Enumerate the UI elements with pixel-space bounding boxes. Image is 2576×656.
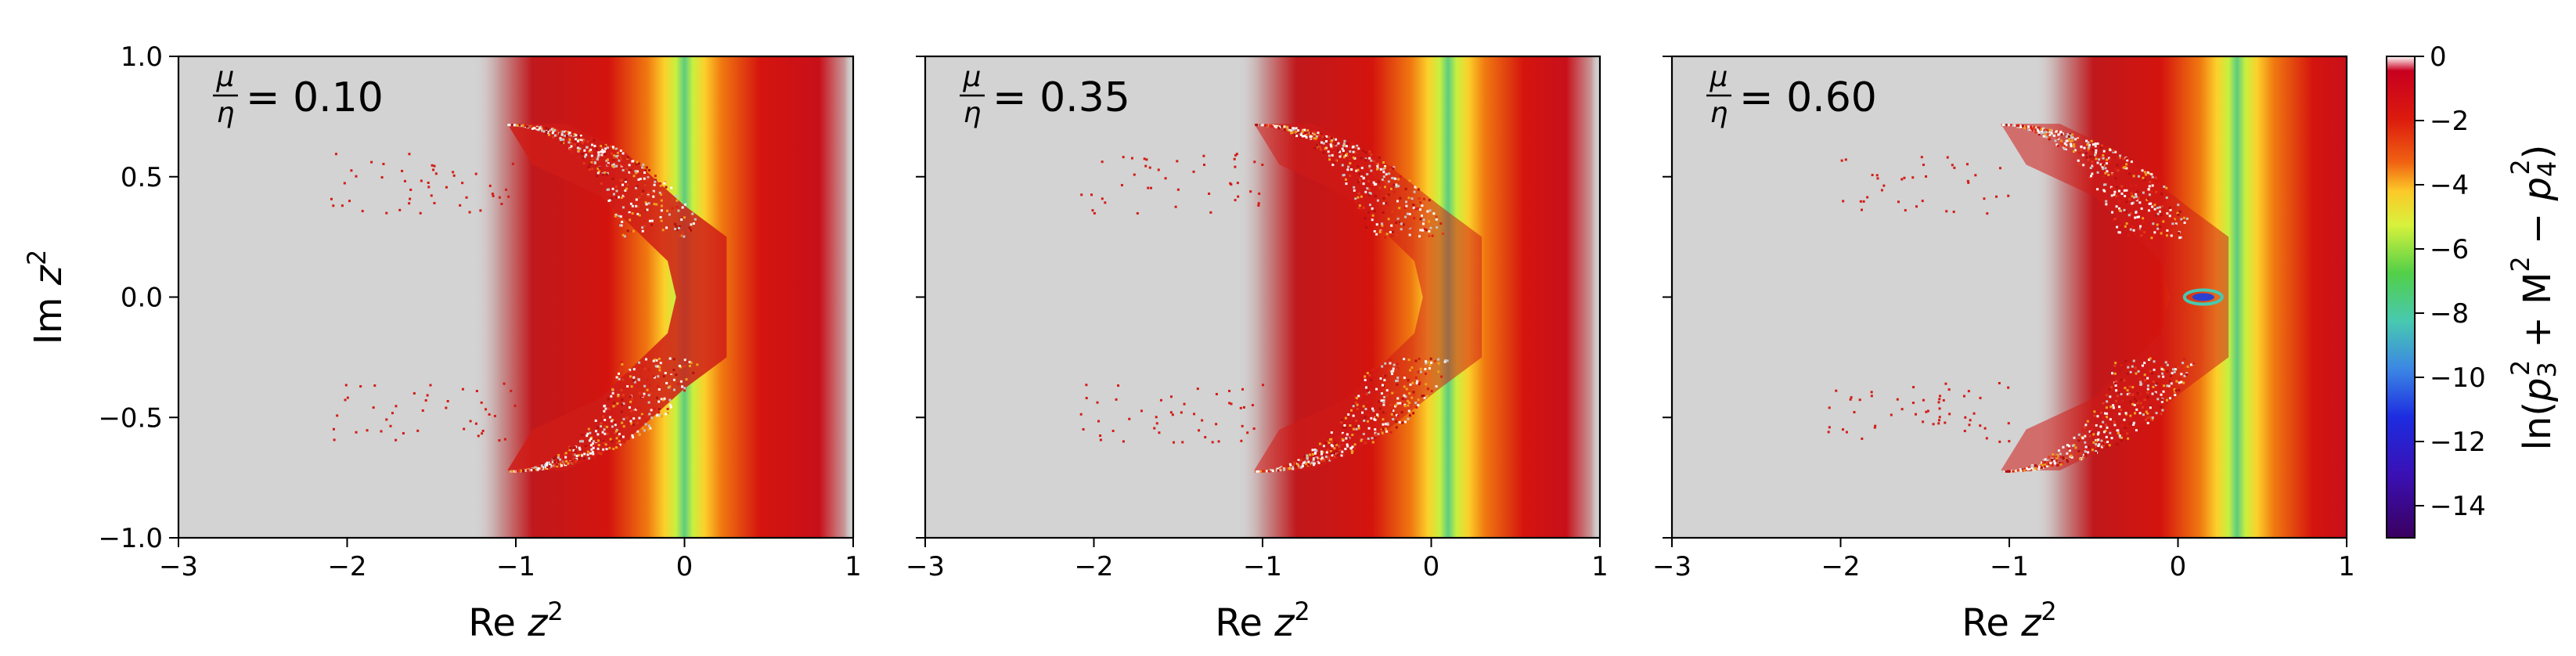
colorbar-ticks: 0 −2 −4 −6 −8 −10 −12 −14 xyxy=(2415,41,2486,522)
panel-label-value: = 0.35 xyxy=(993,74,1130,121)
colorbar-tick-label: −14 xyxy=(2430,491,2486,522)
panel-label-denominator: η xyxy=(964,97,982,129)
x-axis-label: Re z2 xyxy=(468,597,564,645)
x-tick-label: 1 xyxy=(2338,551,2355,582)
minimum-halo xyxy=(2182,288,2224,306)
colorbar-tick-label: −12 xyxy=(2430,427,2486,458)
x-axis-label: Re z2 xyxy=(1215,597,1310,645)
x-tick-label: −1 xyxy=(1243,551,1282,582)
x-tick-label: −3 xyxy=(159,551,198,582)
x-tick-label: −2 xyxy=(327,551,366,582)
panel-label-value: = 0.10 xyxy=(246,74,384,121)
heatmap-area xyxy=(925,56,1600,538)
y-tick-label: −0.5 xyxy=(98,402,163,434)
heatmap-area xyxy=(178,56,853,538)
panel-label-numerator: μ xyxy=(963,61,982,93)
minimum-point xyxy=(2192,293,2214,301)
colorbar-label: ln(p32 + M2 − p42) xyxy=(2506,145,2562,451)
panel-label-numerator: μ xyxy=(216,61,235,93)
speckles xyxy=(1079,124,1449,473)
x-tick-label: −3 xyxy=(1652,551,1692,582)
panel-label-numerator: μ xyxy=(1710,61,1728,93)
x-tick-label: 0 xyxy=(2170,551,2187,582)
x-tick-label: −1 xyxy=(496,551,535,582)
x-axis-label: Re z2 xyxy=(1962,597,2057,645)
colorbar-tick-label: −6 xyxy=(2430,234,2469,265)
panel-1: −3 −2 −1 0 1 −1.0 −0.5 0.0 0.5 1.0 Re z2 Im z2 μη = 0… xyxy=(22,41,862,645)
x-tick-label: −2 xyxy=(1821,551,1860,582)
x-tick-label: −3 xyxy=(906,551,945,582)
panel-2: −3 −2 −1 0 1 Re z2 μη = 0.35 xyxy=(906,55,1609,645)
heatmap-area xyxy=(1672,56,2347,538)
y-tick-label: 1.0 xyxy=(121,41,163,73)
colorbar: 0 −2 −4 −6 −8 −10 −12 −14 ln(p32 + M2 − p42) xyxy=(2386,41,2562,539)
y-tick-label: −1.0 xyxy=(98,523,163,554)
panel-3: −3 −2 −1 0 1 Re z2 μη = 0.60 xyxy=(1652,55,2355,645)
x-tick-label: 1 xyxy=(1591,551,1609,582)
y-tick-label: 0.5 xyxy=(121,162,163,193)
colorbar-tick-label: −10 xyxy=(2430,362,2486,394)
colorbar-gradient xyxy=(2386,56,2416,539)
x-tick-label: −1 xyxy=(1990,551,2029,582)
y-axis-label: Im z2 xyxy=(22,250,70,345)
x-tick-label: 0 xyxy=(1423,551,1440,582)
colorbar-tick-label: −8 xyxy=(2430,298,2469,330)
panel-label: μη = 0.35 xyxy=(960,61,1130,129)
panel-label-value: = 0.60 xyxy=(1739,74,1877,121)
panel-label: μη = 0.10 xyxy=(213,61,384,129)
speckles xyxy=(330,124,699,473)
x-tick-label: −2 xyxy=(1074,551,1113,582)
panel-label-denominator: η xyxy=(1710,97,1728,129)
panel-label-denominator: η xyxy=(217,97,235,129)
colorbar-tick-label: −2 xyxy=(2430,106,2469,137)
x-tick-label: 0 xyxy=(676,551,694,582)
y-tick-label: 0.0 xyxy=(121,283,163,314)
x-tick-label: 1 xyxy=(845,551,862,582)
panel-label: μη = 0.60 xyxy=(1706,61,1877,129)
colorbar-tick-label: −4 xyxy=(2430,170,2469,201)
colorbar-tick-label: 0 xyxy=(2430,41,2447,73)
speckles xyxy=(1827,124,2195,473)
